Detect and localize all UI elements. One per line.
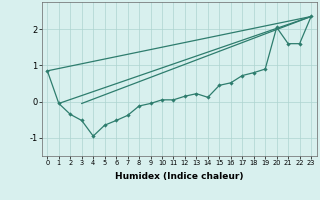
X-axis label: Humidex (Indice chaleur): Humidex (Indice chaleur): [115, 172, 244, 181]
